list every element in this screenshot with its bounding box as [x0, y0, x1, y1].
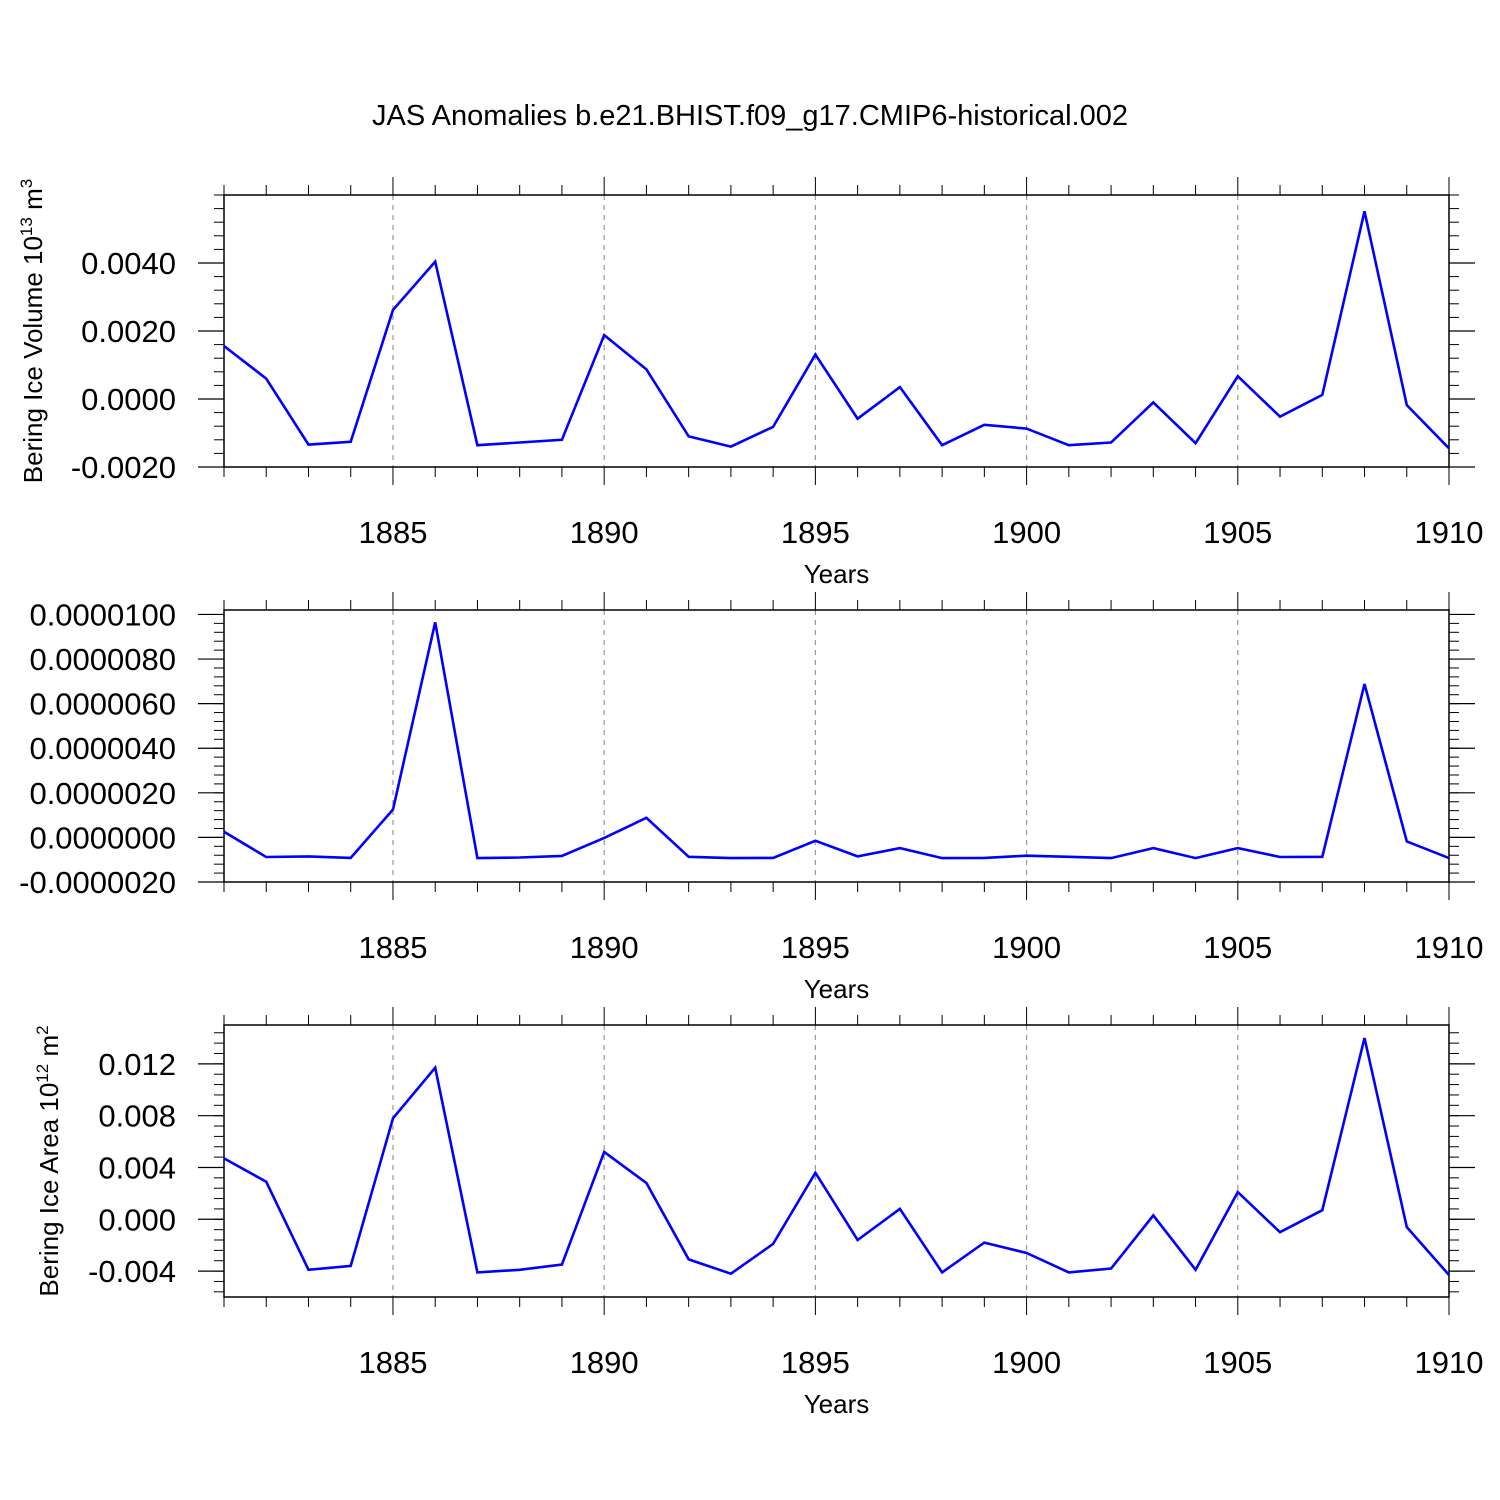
x-tick-label: 1900: [992, 1345, 1061, 1380]
y-tick-label: 0.0000040: [29, 731, 176, 766]
y-tick-label: 0.0000000: [29, 820, 176, 855]
x-tick-label: 1890: [570, 515, 639, 550]
plot-frame: [223, 1024, 1450, 1298]
x-axis-title: Years: [804, 559, 870, 589]
x-tick-label: 1885: [358, 515, 427, 550]
y-tick-label: -0.004: [88, 1254, 176, 1289]
x-tick-label: 1905: [1203, 515, 1272, 550]
y-tick-label: 0.008: [98, 1099, 176, 1134]
figure-title: JAS Anomalies b.e21.BHIST.f09_g17.CMIP6-…: [371, 100, 1128, 132]
chart-panel-middle: -0.0000020 0.0000000 0.0000020 0.0000040 0.0…: [19, 592, 1483, 1004]
series-line: [223, 622, 1450, 860]
series-line: [223, 211, 1450, 450]
x-tick-label: 1895: [781, 930, 850, 965]
series-line: [223, 1037, 1450, 1276]
y-tick-label: 0.012: [98, 1047, 176, 1082]
y-tick-label: 0.0000020: [29, 776, 176, 811]
x-tick-label: 1895: [781, 1345, 850, 1380]
x-tick-label: 1905: [1203, 1345, 1272, 1380]
x-tick-label: 1900: [992, 515, 1061, 550]
y-tick-label: -0.0020: [71, 450, 176, 485]
x-tick-label: 1910: [1415, 515, 1484, 550]
x-tick-label: 1895: [781, 515, 850, 550]
x-tick-label: 1900: [992, 930, 1061, 965]
plot-frame: [223, 609, 1450, 883]
x-axis-title: Years: [804, 974, 870, 1004]
y-tick-label: 0.0040: [81, 246, 176, 281]
x-tick-label: 1885: [358, 1345, 427, 1380]
y-tick-label: 0.004: [98, 1150, 176, 1185]
y-tick-label: 0.000: [98, 1202, 176, 1237]
x-tick-label: 1890: [570, 930, 639, 965]
y-tick-label: 0.0000100: [29, 597, 176, 632]
x-tick-label: 1905: [1203, 930, 1272, 965]
plot-frame: [223, 194, 1450, 468]
y-tick-label: 0.0000: [81, 382, 176, 417]
x-tick-label: 1890: [570, 1345, 639, 1380]
chart-panel-ice-area: -0.004 0.000 0.004 0.008 0.012 1885 1890 1895 19…: [33, 1007, 1483, 1419]
chart-panel-ice-volume: -0.0020 0.0000 0.0020 0.0040 1885 1890 1895 190…: [17, 177, 1483, 589]
x-tick-label: 1910: [1415, 1345, 1484, 1380]
y-tick-label: 0.0000080: [29, 642, 176, 677]
x-tick-label: 1885: [358, 930, 427, 965]
y-tick-label: 0.0020: [81, 314, 176, 349]
x-axis-title: Years: [804, 1389, 870, 1419]
y-tick-label: -0.0000020: [19, 865, 176, 900]
x-tick-label: 1910: [1415, 930, 1484, 965]
y-axis-title: Bering Ice Area 1012 m2: [33, 1025, 64, 1296]
y-tick-label: 0.0000060: [29, 687, 176, 722]
y-axis-title: Bering Ice Volume 1013 m3: [17, 179, 48, 483]
